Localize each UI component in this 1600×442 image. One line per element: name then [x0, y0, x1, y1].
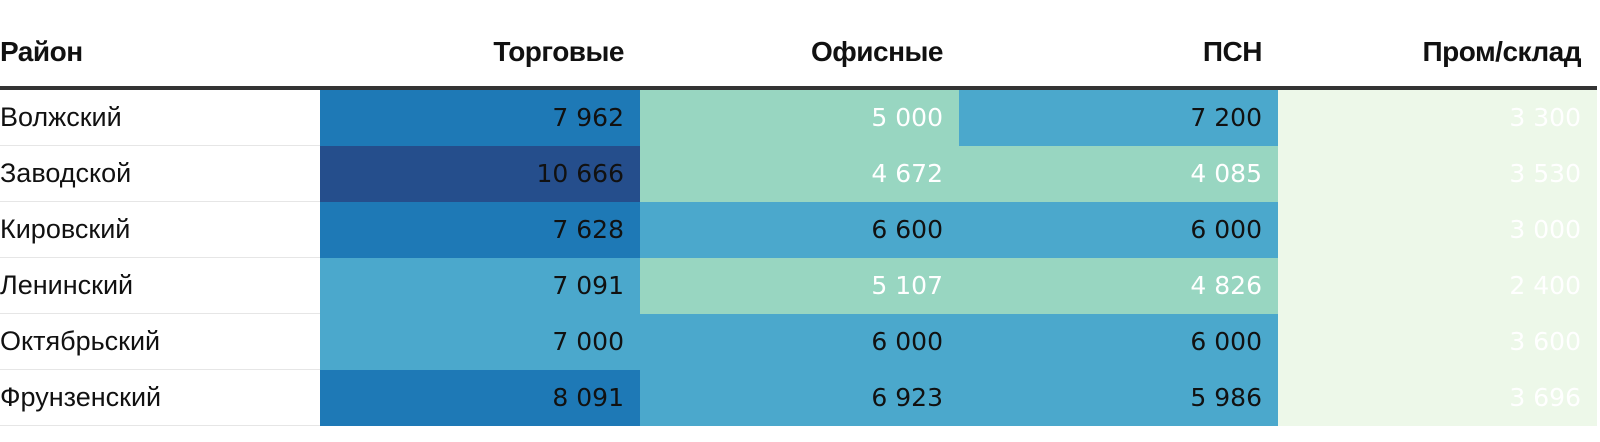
heat-cell-retail: 10 666: [320, 145, 640, 202]
heat-cell-psn: 7 200: [959, 88, 1278, 146]
heat-cell-psn: 5 986: [959, 369, 1278, 426]
heat-cell-psn: 6 000: [959, 201, 1278, 258]
table-row: Октябрьский 7 000 6 000 6 000 3 600: [0, 313, 1597, 370]
heat-cell-retail: 7 628: [320, 201, 640, 258]
table-row: Фрунзенский 8 091 6 923 5 986 3 696: [0, 369, 1597, 426]
heat-cell-office: 6 000: [640, 313, 959, 370]
heat-cell-industrial: 3 696: [1278, 369, 1597, 426]
table-row: Заводской 10 666 4 672 4 085 3 530: [0, 145, 1597, 202]
row-label-district: Фрунзенский: [0, 369, 320, 426]
heat-cell-psn: 6 000: [959, 313, 1278, 370]
heat-cell-industrial: 3 300: [1278, 88, 1597, 146]
heat-cell-psn: 4 085: [959, 145, 1278, 202]
heat-cell-office: 6 923: [640, 369, 959, 426]
table-row: Кировский 7 628 6 600 6 000 3 000: [0, 201, 1597, 258]
column-header-office: Офисные: [640, 18, 959, 90]
row-label-district: Волжский: [0, 88, 320, 146]
heat-cell-industrial: 3 530: [1278, 145, 1597, 202]
column-header-district: Район: [0, 18, 320, 90]
heat-cell-retail: 7 091: [320, 257, 640, 314]
heat-cell-industrial: 3 000: [1278, 201, 1597, 258]
heat-cell-retail: 7 000: [320, 313, 640, 370]
heatmap-table: Район Торговые Офисные ПСН Пром/склад Во…: [0, 18, 1597, 426]
heat-cell-office: 5 000: [640, 88, 959, 146]
heat-cell-office: 5 107: [640, 257, 959, 314]
heat-cell-retail: 7 962: [320, 88, 640, 146]
heat-cell-office: 4 672: [640, 145, 959, 202]
heat-cell-retail: 8 091: [320, 369, 640, 426]
column-header-psn: ПСН: [959, 18, 1278, 90]
table-row: Волжский 7 962 5 000 7 200 3 300: [0, 88, 1597, 146]
heat-cell-industrial: 3 600: [1278, 313, 1597, 370]
heat-cell-psn: 4 826: [959, 257, 1278, 314]
row-label-district: Заводской: [0, 145, 320, 202]
table-row: Ленинский 7 091 5 107 4 826 2 400: [0, 257, 1597, 314]
heat-cell-industrial: 2 400: [1278, 257, 1597, 314]
row-label-district: Октябрьский: [0, 313, 320, 370]
table-body: Волжский 7 962 5 000 7 200 3 300 Заводской 10 …: [0, 88, 1597, 426]
heat-cell-office: 6 600: [640, 201, 959, 258]
row-label-district: Ленинский: [0, 257, 320, 314]
row-label-district: Кировский: [0, 201, 320, 258]
column-header-retail: Торговые: [320, 18, 640, 90]
column-header-industrial: Пром/склад: [1278, 18, 1597, 90]
header-row: Район Торговые Офисные ПСН Пром/склад: [0, 18, 1597, 90]
